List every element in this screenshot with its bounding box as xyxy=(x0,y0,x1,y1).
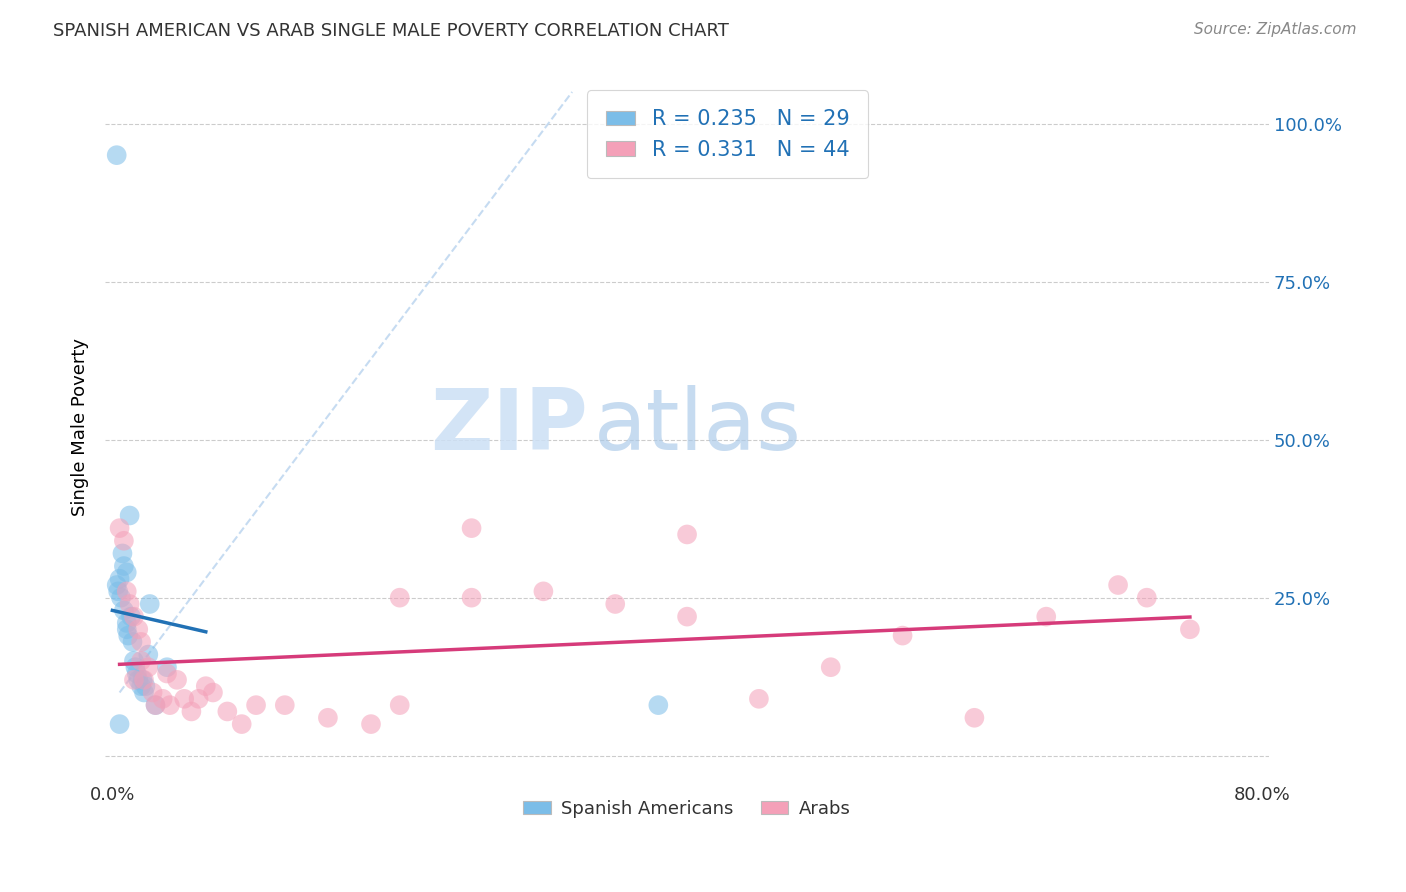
Point xyxy=(142,685,165,699)
Point xyxy=(245,698,267,713)
Point xyxy=(891,629,914,643)
Point xyxy=(274,698,297,713)
Point xyxy=(122,673,145,687)
Text: ZIP: ZIP xyxy=(430,385,588,468)
Point xyxy=(1035,609,1057,624)
Point xyxy=(231,717,253,731)
Legend: Spanish Americans, Arabs: Spanish Americans, Arabs xyxy=(516,793,858,825)
Point xyxy=(360,717,382,731)
Point xyxy=(531,584,554,599)
Point xyxy=(159,698,181,713)
Point xyxy=(125,666,148,681)
Point xyxy=(110,591,132,605)
Point xyxy=(156,660,179,674)
Point xyxy=(388,591,411,605)
Point xyxy=(132,673,155,687)
Point xyxy=(145,698,167,713)
Point xyxy=(136,660,159,674)
Text: atlas: atlas xyxy=(593,385,801,468)
Point xyxy=(115,622,138,636)
Point xyxy=(124,660,146,674)
Text: SPANISH AMERICAN VS ARAB SINGLE MALE POVERTY CORRELATION CHART: SPANISH AMERICAN VS ARAB SINGLE MALE POV… xyxy=(53,22,730,40)
Point xyxy=(145,698,167,713)
Point xyxy=(122,654,145,668)
Point xyxy=(460,521,482,535)
Point xyxy=(122,609,145,624)
Point xyxy=(152,691,174,706)
Point xyxy=(127,622,149,636)
Point xyxy=(605,597,627,611)
Point xyxy=(134,679,156,693)
Point xyxy=(647,698,669,713)
Point xyxy=(115,615,138,630)
Point xyxy=(115,584,138,599)
Point xyxy=(118,508,141,523)
Y-axis label: Single Male Poverty: Single Male Poverty xyxy=(72,338,89,516)
Point xyxy=(112,559,135,574)
Point xyxy=(108,572,131,586)
Point xyxy=(120,609,142,624)
Point xyxy=(108,717,131,731)
Point xyxy=(316,711,339,725)
Point xyxy=(217,705,239,719)
Point xyxy=(460,591,482,605)
Point xyxy=(173,691,195,706)
Point xyxy=(115,566,138,580)
Point xyxy=(112,603,135,617)
Point xyxy=(1107,578,1129,592)
Point xyxy=(131,673,153,687)
Point xyxy=(127,673,149,687)
Point xyxy=(1178,622,1201,636)
Point xyxy=(676,527,699,541)
Point xyxy=(112,533,135,548)
Point xyxy=(129,654,152,668)
Point xyxy=(201,685,224,699)
Text: Source: ZipAtlas.com: Source: ZipAtlas.com xyxy=(1194,22,1357,37)
Point xyxy=(129,635,152,649)
Point xyxy=(820,660,842,674)
Point xyxy=(187,691,209,706)
Point xyxy=(166,673,188,687)
Point xyxy=(111,546,134,560)
Point xyxy=(117,629,139,643)
Point xyxy=(388,698,411,713)
Point xyxy=(139,597,162,611)
Point xyxy=(132,685,155,699)
Point xyxy=(676,609,699,624)
Point xyxy=(129,679,152,693)
Point xyxy=(180,705,202,719)
Point xyxy=(136,648,159,662)
Point xyxy=(108,521,131,535)
Point xyxy=(105,578,128,592)
Point xyxy=(121,635,143,649)
Point xyxy=(105,148,128,162)
Point xyxy=(194,679,217,693)
Point xyxy=(156,666,179,681)
Point xyxy=(748,691,770,706)
Point xyxy=(1136,591,1159,605)
Point xyxy=(963,711,986,725)
Point xyxy=(107,584,129,599)
Point xyxy=(118,597,141,611)
